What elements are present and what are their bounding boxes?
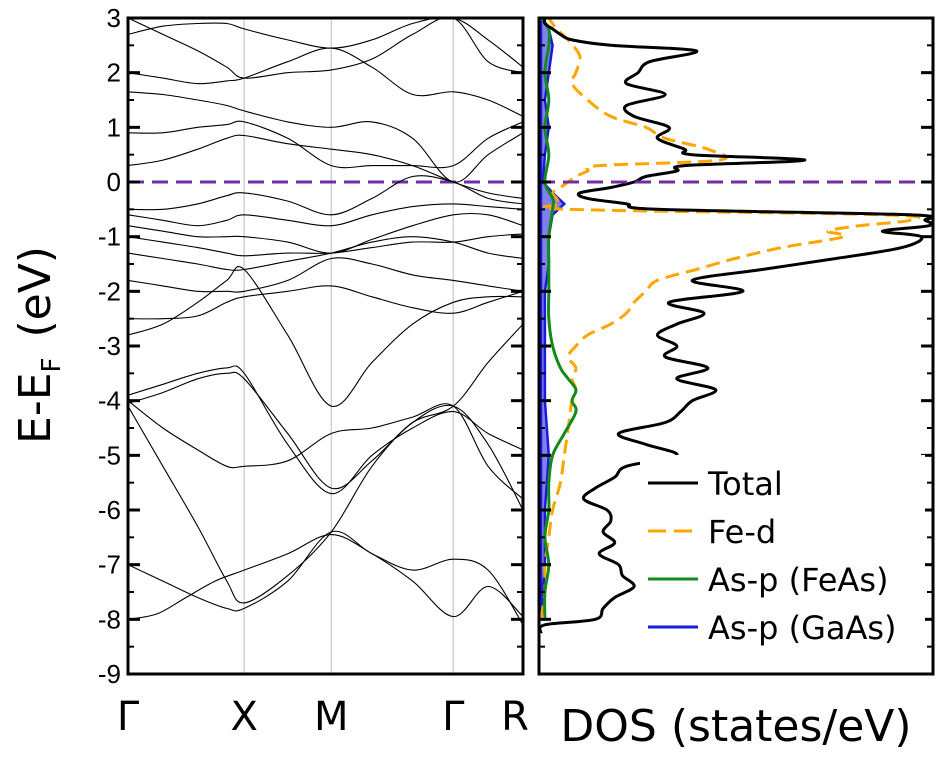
dos-x-axis-title: DOS (states/eV) [560, 701, 911, 752]
band-line [128, 91, 523, 183]
band-y-ticks [128, 16, 523, 676]
band-y-tick-label: 2 [107, 58, 121, 88]
band-line [128, 323, 523, 490]
dos-y-ticks [539, 16, 933, 676]
band-y-tick-label: 1 [107, 112, 121, 142]
band-line [128, 404, 523, 604]
y-axis-title-main: E-E [10, 373, 61, 444]
band-y-tick-label: -5 [98, 440, 121, 470]
y-axis-title: E-EF (eV) [10, 246, 67, 444]
legend-label: Total [707, 465, 783, 503]
band-line [128, 365, 523, 495]
band-y-tick-label: -2 [98, 276, 121, 306]
band-line [128, 120, 523, 169]
band-y-tick-label: -6 [98, 495, 121, 525]
band-line [128, 530, 523, 626]
dos-legend: Total Fe-d As-p (FeAs) As-p (GaAs) [640, 455, 925, 670]
kpoint-label: M [314, 694, 349, 740]
band-lines [128, 18, 523, 626]
kpoint-label: Γ [117, 694, 140, 740]
band-y-tick-label: -7 [98, 550, 121, 580]
band-line [128, 534, 523, 620]
band-y-tick-label: -4 [98, 386, 121, 416]
band-line [128, 285, 523, 320]
legend-background [640, 455, 925, 670]
band-line [128, 134, 523, 199]
kpoint-vertical-lines [243, 18, 455, 674]
band-line [128, 236, 523, 271]
band-line [128, 257, 523, 293]
kpoint-label: Γ [442, 694, 465, 740]
band-line [128, 18, 523, 68]
band-y-tick-label: 3 [107, 3, 121, 33]
band-line [128, 18, 523, 79]
band-y-tick-label: -1 [98, 222, 121, 252]
band-line [128, 266, 523, 407]
dos-panel: DOS (states/eV) Total Fe-d As-p (FeAs) As-p… [537, 16, 935, 752]
kpoint-label: R [501, 694, 529, 740]
band-line [128, 212, 523, 254]
dos-series [539, 18, 933, 634]
band-line [128, 233, 523, 257]
band-y-tick-label: -3 [98, 331, 121, 361]
kpoint-label: X [230, 694, 257, 740]
dos-frame [537, 16, 935, 676]
dos-series-as-p-feas [539, 18, 578, 620]
legend-label: As-p (FeAs) [708, 561, 888, 599]
band-frame [126, 16, 525, 676]
band-y-tick-label: -9 [98, 659, 121, 689]
band-line [128, 203, 523, 227]
legend-label: As-p (GaAs) [708, 609, 897, 647]
band-y-tick-label: -8 [98, 604, 121, 634]
dos-series-fe-d [539, 18, 921, 620]
legend-label: Fe-d [708, 513, 776, 551]
y-axis-title-unit: (eV) [10, 246, 61, 338]
dos-series-total [539, 18, 933, 634]
band-y-tick-label: 0 [107, 167, 121, 197]
y-axis-title-sub: F [37, 358, 67, 373]
band-y-tick-labels: 3 2 1 0 -1 -2 -3 -4 -5 -6 -7 -8 -9 [98, 3, 121, 689]
svg-text:E-EF(eV): E-EF (eV) [10, 246, 67, 444]
band-line [128, 47, 523, 117]
